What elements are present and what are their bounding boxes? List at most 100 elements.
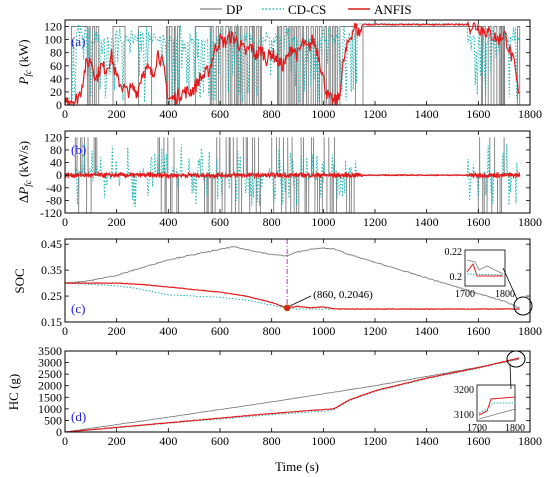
plot-a-area [64,20,521,108]
x-tick-label: 1600 [466,324,490,338]
y-tick-label: -120 [40,206,62,220]
annotation-arrow [289,295,312,307]
panel-b: (b) ΔPfc (kW/s) 0 200 400 600 800 1000 1200 140… [16,130,542,229]
cdcs-series [65,358,520,433]
x-tick-label: 800 [263,215,281,229]
plot-c-frame [64,238,531,323]
anfis-series [64,282,520,310]
y-tick-label: 0 [56,168,62,182]
y-tick-label: 1000 [38,402,62,416]
x-tick-label: 0 [62,215,68,229]
panel-a-ticks: 0 200 400 600 800 1000 1200 1400 1600 1800 0204060… [44,20,542,121]
panel-d-ylabel: HC (g) [6,374,21,410]
inset-anfis [478,396,516,416]
x-tick-label: 0 [62,107,68,121]
x-tick-label: 1400 [415,324,439,338]
inset-xtick-label: 1800 [505,423,525,434]
panel-a: (a) Pfc (kW) 0 200 400 600 800 1000 1200 1400 16… [16,19,542,121]
y-tick-label: 120 [44,130,62,144]
y-tick-label: 2000 [38,379,62,393]
x-tick-label: 400 [159,215,177,229]
plot-d-area [64,357,520,433]
y-tick-label: 100 [44,33,62,47]
inset-cdcs [478,402,515,414]
anfis-series [64,170,521,180]
x-tick-label: 1000 [311,324,335,338]
anfis-series [64,357,520,433]
x-tick-label: 1400 [415,215,439,229]
panel-b-ylabel: ΔPfc (kW/s) [16,141,33,203]
x-tick-label: 1200 [363,434,387,448]
panel-a-label: (a) [71,34,85,49]
inset-xtick-label: 1700 [467,423,487,434]
zoom-arrow [502,267,518,300]
x-tick-label: 400 [159,324,177,338]
panel-b-label: (b) [71,142,86,157]
plot-b-frame [64,130,531,214]
x-tick-label: 400 [159,107,177,121]
x-tick-label: 1600 [466,107,490,121]
inset-ytick-label: 3100 [454,410,474,421]
x-tick-label: 1400 [415,434,439,448]
x-tick-label: 800 [263,434,281,448]
x-tick-label: 1800 [518,107,542,121]
cdcs-series [64,282,520,310]
inset-cdcs [466,273,504,276]
x-tick-label: 200 [108,324,126,338]
dp-series [64,246,520,309]
inset-dp [466,259,504,275]
y-tick-label: 0.15 [41,315,62,329]
dp-series [65,26,521,106]
x-tick-label: 1400 [415,107,439,121]
anfis-series [64,20,520,108]
x-tick-label: 600 [211,215,229,229]
panel-d-label: (d) [71,409,86,424]
x-tick-label: 1200 [363,324,387,338]
annotation-point [283,304,291,312]
panel-c-ylabel: SOC [12,268,27,293]
y-tick-label: 80 [50,143,62,157]
legend-dp-label: DP [226,2,243,17]
inset-xtick-label: 1800 [495,289,515,300]
legend-anfis-label: ANFIS [374,2,412,17]
y-tick-label: 500 [44,413,62,427]
panel-b-ticks: 0 200 400 600 800 1000 1200 1400 1600 1800-120-80… [40,130,542,229]
inset-dp [478,408,516,420]
y-tick-label: 3500 [38,344,62,358]
panel-c-label: (c) [71,301,85,316]
y-tick-label: 0 [56,425,62,439]
panel-d-ticks: 0 200 400 600 800 1000 1200 1400 1600 18000500100… [38,344,542,448]
x-tick-label: 1000 [311,107,335,121]
soc-annotation: (860, 0.2046) [313,289,373,301]
x-tick-label: 600 [211,324,229,338]
y-tick-label: 20 [50,85,62,99]
inset-anfis [466,262,503,277]
panel-d: (d) HC (g) 0 200 400 600 800 1000 1200 1400 1600… [6,344,542,448]
x-tick-label: 1200 [363,215,387,229]
x-tick-label: 1600 [466,434,490,448]
x-tick-label: 400 [159,434,177,448]
y-tick-label: 2500 [38,367,62,381]
inset-ytick-label: 0.2 [450,272,463,283]
y-tick-label: 120 [44,20,62,34]
x-tick-label: 800 [263,107,281,121]
x-tick-label: 0 [62,324,68,338]
inset-xtick-label: 1700 [455,289,475,300]
legend: DP CD-CS ANFIS [200,2,412,17]
zoom-arrow [509,363,512,390]
y-tick-label: 0.25 [41,289,62,303]
panel-c-ticks: 0 200 400 600 800 1000 1200 1400 1600 1800 0.15 0.2… [41,237,542,338]
x-tick-label: 1800 [518,324,542,338]
x-axis-label: Time (s) [275,459,319,474]
x-tick-label: 1000 [311,434,335,448]
y-tick-label: 0.35 [41,263,62,277]
inset-frame [464,249,506,287]
x-tick-label: 200 [108,215,126,229]
x-tick-label: 1000 [311,215,335,229]
x-tick-label: 600 [211,107,229,121]
legend-cdcs-label: CD-CS [288,2,326,17]
y-tick-label: 0 [56,98,62,112]
y-tick-label: -80 [46,193,62,207]
plot-a-frame [64,19,531,106]
panel-a-ylabel: Pfc (kW) [16,39,33,85]
